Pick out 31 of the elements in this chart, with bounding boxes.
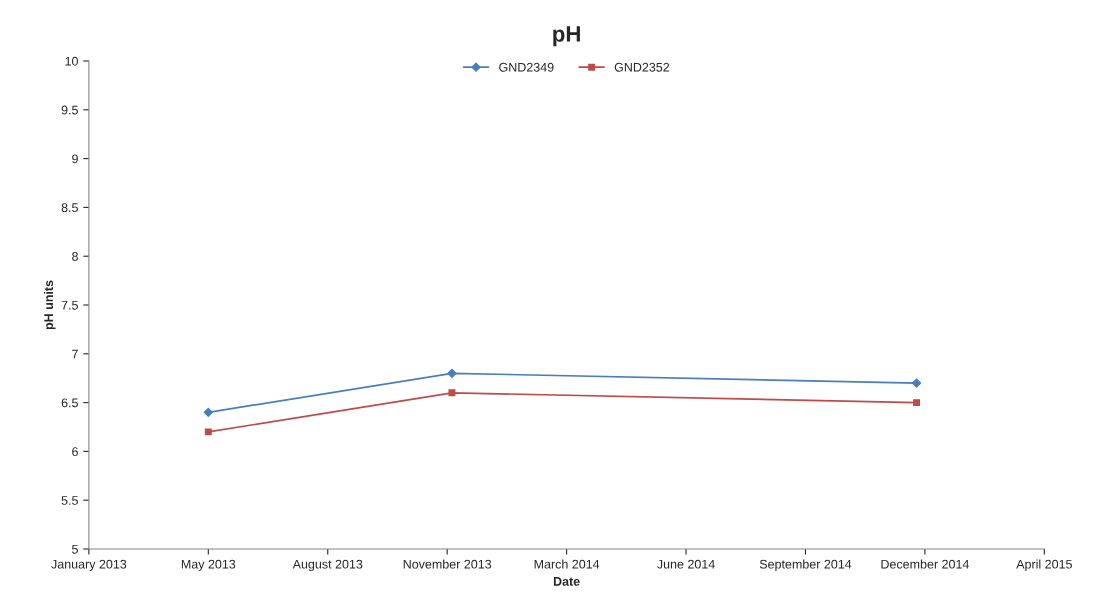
y-tick-label: 9 [72, 154, 78, 164]
point [204, 428, 212, 436]
y-tick-label: 8 [72, 252, 78, 261]
y-axis-title: pH units [43, 280, 56, 330]
y-tick-label: 7 [72, 349, 78, 359]
y-tick-label: 5 [72, 544, 78, 554]
point [911, 378, 922, 388]
x-tick-label: January 2013 [51, 559, 127, 572]
point [203, 407, 213, 417]
x-tick-label: September 2014 [759, 559, 852, 572]
point [913, 399, 921, 407]
y-tick-label: 6.5 [61, 398, 78, 408]
x-tick-label: March 2014 [534, 559, 600, 569]
x-tick-label: May 2013 [181, 559, 236, 572]
x-tick-label: April 2015 [1016, 559, 1072, 572]
legend-label: GND2349 [499, 62, 554, 72]
y-tick-label: 5.5 [61, 496, 78, 505]
chart-title: pH [553, 26, 580, 47]
y-tick-label: 8.5 [61, 203, 78, 213]
x-tick-label: November 2013 [403, 559, 492, 569]
point [447, 368, 457, 378]
legend-label: GND2352 [614, 62, 670, 72]
y-tick-label: 7.5 [61, 300, 78, 310]
x-axis-title: Date [553, 577, 580, 586]
x-tick-label: June 2014 [657, 559, 715, 569]
y-tick-label: 6 [72, 447, 78, 457]
y-tick-label: 10 [65, 56, 78, 66]
point [448, 389, 456, 397]
x-tick-label: August 2013 [292, 559, 363, 572]
x-tick-label: December 2014 [881, 559, 970, 569]
y-tick-label: 9.5 [61, 105, 78, 115]
